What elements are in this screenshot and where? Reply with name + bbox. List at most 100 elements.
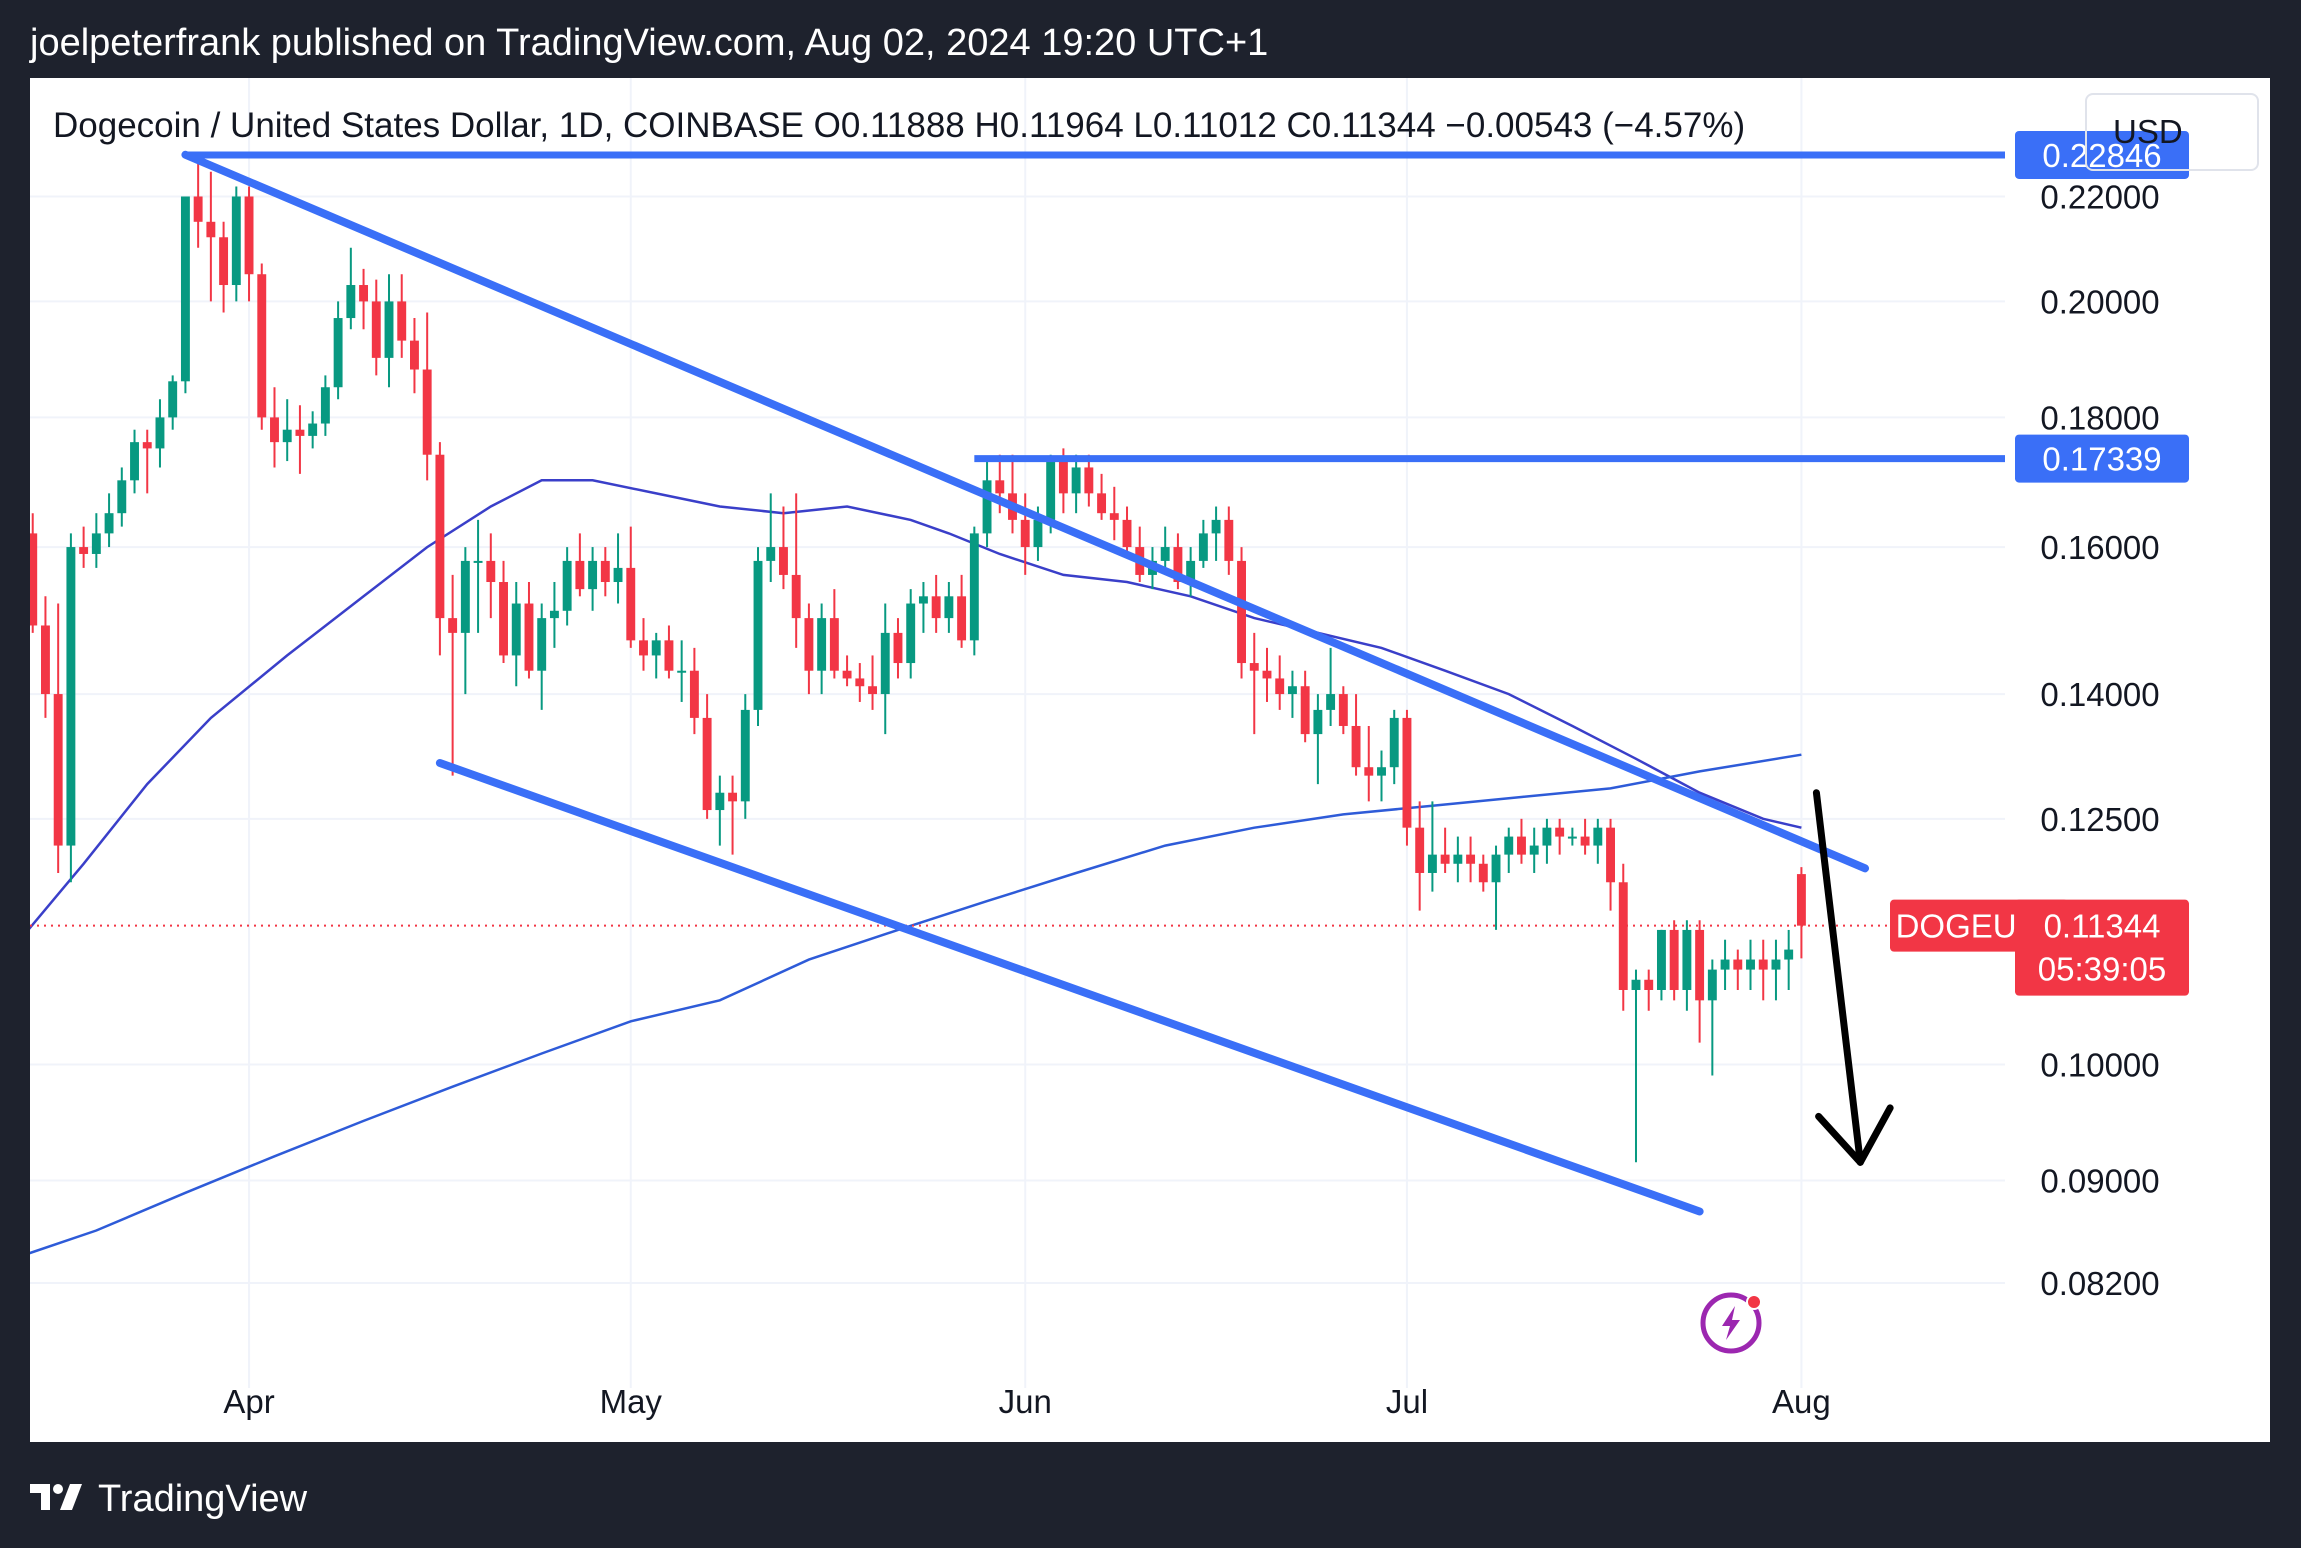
candle[interactable] [1300,670,1310,743]
candle[interactable] [53,603,63,873]
candle[interactable] [969,526,979,656]
candle[interactable] [1720,939,1730,990]
candle[interactable] [473,519,483,633]
drawings[interactable] [30,150,2005,1216]
candle[interactable] [1784,929,1794,990]
candle[interactable] [486,533,496,619]
candle[interactable] [448,574,458,776]
candle[interactable] [1275,655,1285,710]
trend-line[interactable] [435,759,1704,1216]
candle[interactable] [1364,725,1374,802]
candle[interactable] [1796,867,1806,959]
candle[interactable] [562,547,572,626]
candle[interactable] [868,655,877,710]
candle[interactable] [511,582,521,687]
candle[interactable] [1593,818,1603,864]
candle[interactable] [537,603,547,710]
candle[interactable] [740,694,750,819]
candle[interactable] [677,640,687,702]
candle[interactable] [193,154,203,248]
candle[interactable] [30,513,38,633]
candle[interactable] [435,442,445,656]
candle[interactable] [804,603,814,695]
candle[interactable] [880,603,890,735]
candle[interactable] [40,596,50,718]
candle[interactable] [1211,506,1221,561]
candle[interactable] [1249,632,1259,735]
candle[interactable] [155,399,165,468]
candle[interactable] [308,411,318,449]
candle[interactable] [728,775,738,855]
candle[interactable] [1427,801,1437,892]
candle[interactable] [957,574,967,648]
candle[interactable] [168,375,178,430]
candle[interactable] [779,506,788,590]
candle[interactable] [66,533,76,883]
candle[interactable] [257,263,267,430]
candle[interactable] [1771,939,1781,1001]
candle[interactable] [918,582,928,633]
candle[interactable] [613,533,623,604]
candle[interactable] [1071,454,1081,514]
chart-pane[interactable]: 0.22000 0.20000 0.18000 0.16000 0.14000 0.125… [30,78,2270,1442]
candle[interactable] [1326,647,1336,726]
candle[interactable] [829,589,839,679]
candle[interactable] [410,318,419,394]
candle[interactable] [1644,969,1654,1011]
candle[interactable] [1351,694,1361,776]
candle[interactable] [1478,854,1488,892]
candle[interactable] [1313,694,1323,785]
candle[interactable] [1491,845,1501,930]
candle[interactable] [1224,506,1234,575]
candle[interactable] [320,375,330,436]
candle[interactable] [664,625,674,679]
candle[interactable] [893,618,903,679]
candle[interactable] [397,274,407,358]
candle[interactable] [346,247,356,330]
candle[interactable] [1695,920,1705,1043]
candle[interactable] [944,582,954,633]
candle[interactable] [117,467,127,527]
candle[interactable] [766,493,776,583]
candle[interactable] [244,186,254,302]
candle[interactable] [1529,827,1539,873]
candle[interactable] [1746,939,1755,990]
candle[interactable] [1517,818,1526,864]
candle[interactable] [1402,709,1412,846]
candle[interactable] [384,274,394,388]
candle[interactable] [1504,827,1514,873]
candle[interactable] [1618,863,1628,1011]
candle[interactable] [1682,920,1692,1011]
candle[interactable] [1580,818,1590,855]
candle[interactable] [1733,949,1743,990]
candle[interactable] [906,589,916,679]
currency-button[interactable]: USD [2085,93,2259,171]
candle[interactable] [842,655,852,687]
candle[interactable] [1020,493,1030,575]
candle[interactable] [422,312,432,481]
candle[interactable] [1008,454,1017,534]
candle[interactable] [524,582,534,679]
candle[interactable] [1287,670,1297,718]
candle[interactable] [295,405,305,474]
candle[interactable] [1097,473,1107,520]
candle[interactable] [1669,920,1679,1001]
candle[interactable] [651,632,661,679]
candle[interactable] [359,268,369,330]
candle[interactable] [1707,959,1717,1076]
candle[interactable] [1135,526,1145,583]
bolt-icon[interactable] [1700,1292,1762,1354]
candle[interactable] [588,547,598,611]
price-chart[interactable]: 0.22000 0.20000 0.18000 0.16000 0.14000 0.125… [30,78,2270,1442]
candle[interactable] [982,461,992,548]
candle[interactable] [371,279,381,376]
candle[interactable] [1084,454,1094,507]
candle[interactable] [142,429,152,494]
candle[interactable] [1453,836,1463,883]
candle[interactable] [1122,506,1132,554]
candle[interactable] [1338,686,1348,735]
candle[interactable] [600,547,610,597]
candle[interactable] [1567,827,1577,846]
candle[interactable] [206,171,216,302]
candle[interactable] [639,618,648,671]
